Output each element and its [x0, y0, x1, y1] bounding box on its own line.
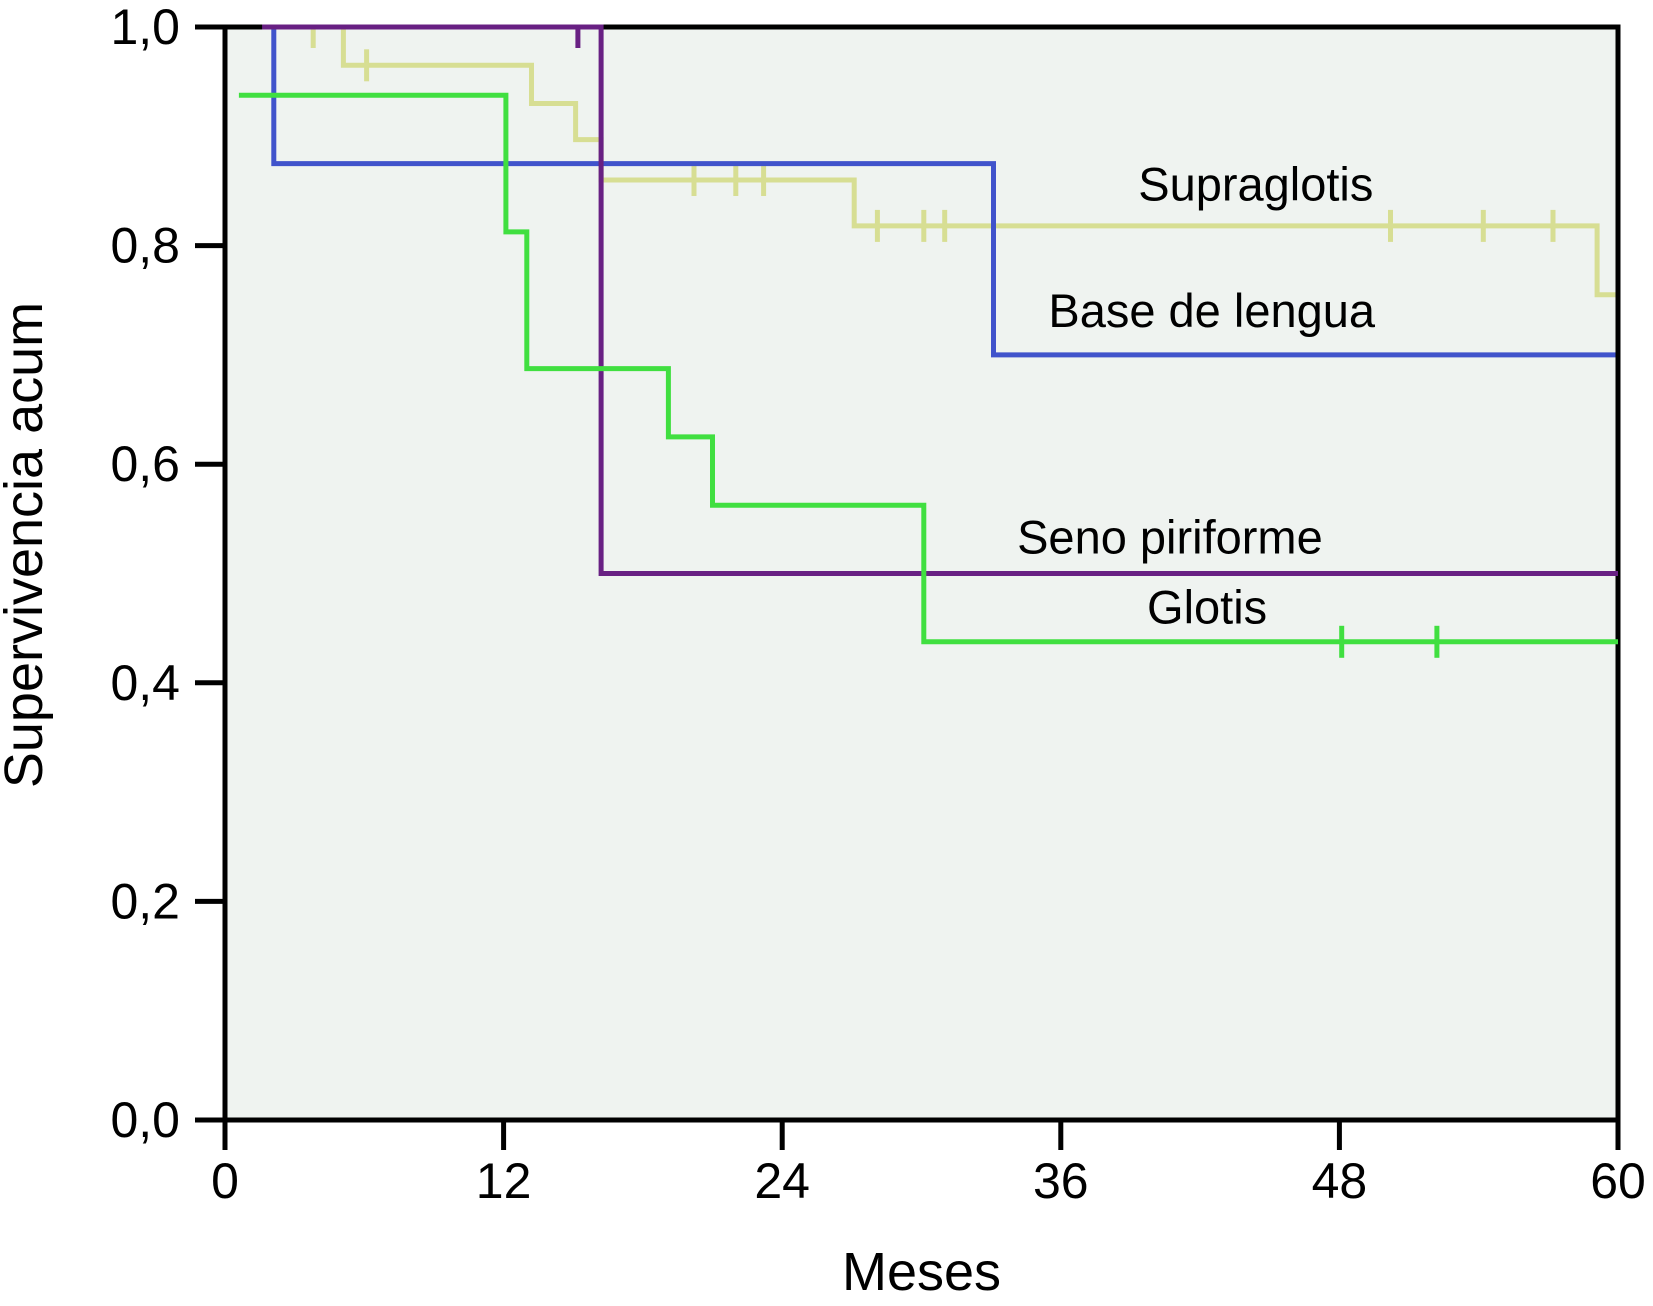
- x-axis-tick-label: 12: [476, 1153, 532, 1209]
- x-axis-tick-label: 48: [1312, 1153, 1368, 1209]
- series-glotis-curve: [238, 92, 1618, 645]
- series-supraglotis-curve: [225, 24, 1618, 298]
- y-axis-tick-label: 1,0: [110, 0, 180, 55]
- y-axis-tick-label: 0,6: [110, 436, 180, 492]
- series-seno-piriforme: [262, 24, 1618, 576]
- series-label-base-de-lengua: Base de lengua: [1048, 284, 1376, 337]
- series-label-supraglotis: Supraglotis: [1138, 157, 1373, 210]
- series-label-glotis: Glotis: [1147, 580, 1267, 633]
- x-axis-tick-label: 24: [754, 1153, 810, 1209]
- series-supraglotis: [225, 24, 1618, 298]
- x-axis-tick-label: 36: [1033, 1153, 1089, 1209]
- x-axis-tick-label: 0: [211, 1153, 239, 1209]
- series-glotis: [238, 92, 1618, 658]
- series-label-seno-piriforme: Seno piriforme: [1017, 510, 1323, 563]
- x-axis-title: Meses: [842, 1242, 1001, 1302]
- y-axis-tick-label: 0,4: [110, 655, 180, 711]
- x-axis-tick-label: 60: [1590, 1153, 1646, 1209]
- y-axis-title: Supervivencia acum: [0, 302, 54, 788]
- series-seno-piriforme-curve: [262, 24, 1618, 576]
- y-axis-tick-label: 0,0: [110, 1092, 180, 1148]
- y-axis-tick-label: 0,8: [110, 218, 180, 274]
- y-axis-tick-label: 0,2: [110, 873, 180, 929]
